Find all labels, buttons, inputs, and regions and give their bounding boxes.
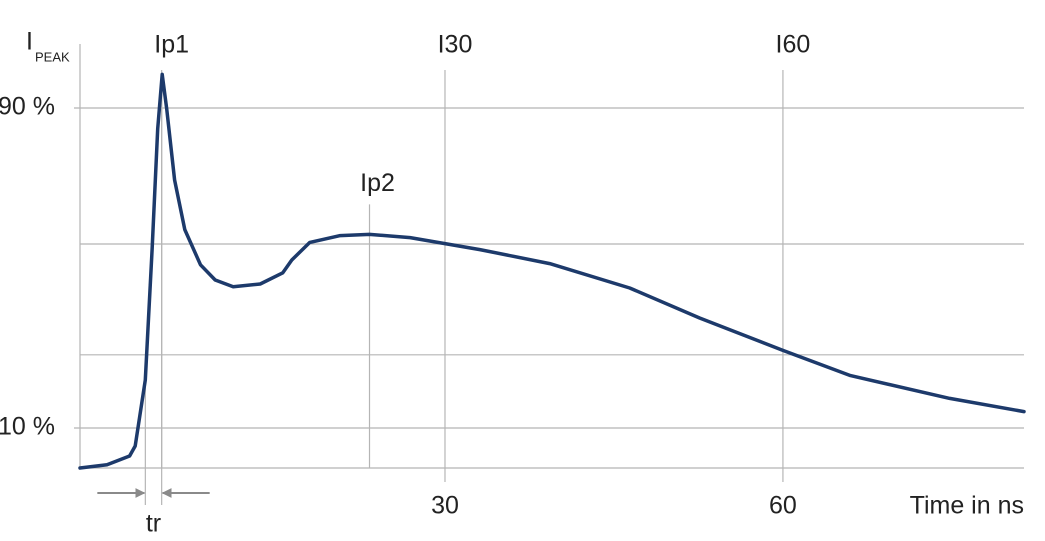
- annotation-label: Ip1: [154, 31, 189, 59]
- y-tick-label: 90 %: [0, 93, 55, 121]
- y-tick-label: 10 %: [0, 413, 55, 441]
- data-line: [78, 72, 1026, 470]
- x-tick-label: 30: [431, 492, 459, 520]
- x-label: Time in ns: [910, 492, 1024, 520]
- annotation-label: I60: [776, 31, 811, 59]
- annotation-label: I30: [438, 31, 473, 59]
- rise-time-label: tr: [146, 510, 161, 538]
- y-label-sub: PEAK: [35, 49, 70, 64]
- y-label: I: [26, 28, 33, 56]
- x-tick-label: 60: [769, 492, 797, 520]
- annotation-label: Ip2: [360, 169, 395, 197]
